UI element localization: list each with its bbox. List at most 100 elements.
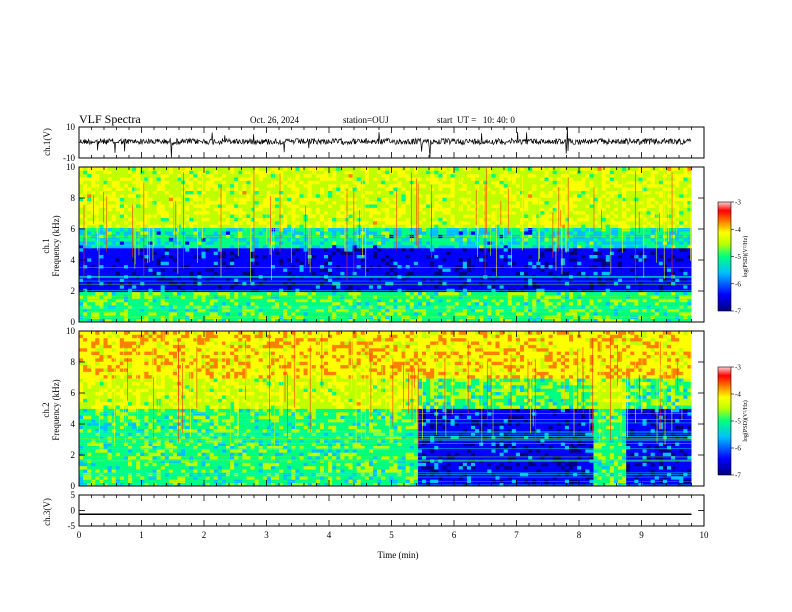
spectrogram-cell [103, 295, 108, 299]
spectrogram-cell [307, 318, 313, 323]
spectrogram-cell [368, 170, 374, 175]
spectrogram-cell [348, 180, 353, 185]
spectrogram-cell [140, 261, 145, 266]
spectrogram-cell [495, 204, 500, 208]
spectrogram-cell [111, 197, 117, 202]
spectrogram-cell [230, 210, 235, 215]
spectrogram-cell [381, 271, 386, 276]
spectrogram-cell [185, 291, 190, 296]
spectrogram-cell [107, 264, 113, 269]
spectrogram-cell [507, 268, 513, 272]
spectrogram-cell [209, 257, 215, 262]
spectrogram-cell [393, 288, 398, 293]
spectrogram-cell [438, 204, 443, 208]
spectrogram-cell [495, 251, 500, 256]
spectrogram-cell [128, 207, 133, 212]
spectrogram-cell [230, 244, 235, 249]
spectrogram-cell [185, 264, 190, 269]
spectrogram-cell [458, 247, 464, 252]
spectrogram-cell [356, 193, 362, 198]
spectrogram-cell [177, 187, 182, 191]
spectrogram-cell [373, 207, 378, 212]
spectrogram-cell [238, 295, 243, 299]
spectrogram-cell [495, 210, 500, 215]
spectrogram-cell [319, 251, 325, 256]
spectrogram-cell [434, 257, 439, 262]
spectrogram-cell [299, 224, 304, 229]
spectrogram-cell [266, 278, 272, 282]
spectrogram-cell [328, 308, 333, 313]
spectrogram-cell [107, 200, 113, 205]
spectrogram-cell [172, 204, 178, 208]
spectrogram-cell [111, 231, 117, 235]
spectrogram-cell [115, 311, 121, 316]
spectrogram-cell [168, 237, 174, 242]
spectrogram-cell [381, 264, 386, 269]
spectrogram-cell [246, 295, 251, 299]
spectrogram-cell [152, 207, 157, 212]
spectrogram-cell [266, 173, 272, 178]
spectrogram-cell [422, 241, 427, 245]
spectrogram-cell [128, 183, 133, 188]
spectrogram-cell [287, 197, 292, 202]
spectrogram-cell [413, 257, 419, 262]
spectrogram-cell [164, 187, 170, 191]
spectrogram-cell [311, 288, 317, 293]
spectrogram-cell [209, 187, 215, 191]
spectrogram-cell [262, 311, 268, 316]
spectrogram-cell [360, 308, 366, 313]
spectrogram-cell [377, 291, 382, 296]
spectrogram-cell [336, 220, 341, 225]
spectrogram-cell [356, 197, 362, 202]
spectrogram-cell [377, 311, 382, 316]
spectrogram-cell [250, 251, 255, 256]
spectrogram-cell [299, 254, 304, 259]
spectrogram-cell [193, 251, 198, 256]
spectrogram-cell [136, 200, 141, 205]
spectrogram-cell [360, 251, 366, 256]
spectrogram-cell [119, 244, 125, 249]
spectrogram-cell [95, 251, 100, 256]
spectrogram-cell [487, 193, 492, 198]
spectrogram-cell [95, 281, 100, 286]
spectrogram-cell [426, 170, 431, 175]
spectrogram-cell [466, 167, 472, 171]
spectrogram-cell [352, 183, 358, 188]
spectrogram-cell [368, 254, 374, 259]
spectrogram-cell [295, 298, 300, 303]
spectrogram-cell [279, 278, 284, 282]
spectrogram-cell [471, 257, 476, 262]
spectrogram-cell [373, 271, 378, 276]
spectrogram-cell [201, 197, 206, 202]
spectrogram-cell [287, 311, 292, 316]
spectrogram-cell [136, 170, 141, 175]
spectrogram-cell [352, 241, 358, 245]
spectrogram-cell [356, 261, 362, 266]
spectrogram-cell [185, 268, 190, 272]
spectrogram-cell [413, 271, 419, 276]
spectrogram-cell [385, 237, 390, 242]
spectrogram-cell [140, 251, 145, 256]
spectrogram-cell [332, 308, 337, 313]
spectrogram-cell [123, 170, 129, 175]
spectrogram-cell [466, 200, 472, 205]
spectrogram-cell [426, 284, 431, 289]
spectrogram-cell [332, 210, 337, 215]
spectrogram-cell [430, 278, 435, 282]
spectrogram-cell [123, 288, 129, 293]
spectrogram-cell [417, 183, 423, 188]
spectrogram-cell [466, 264, 472, 269]
spectrogram-cell [303, 200, 309, 205]
spectrogram-cell [221, 244, 227, 249]
spectrogram-cell [426, 254, 431, 259]
spectrogram-cell [499, 254, 505, 259]
spectrogram-cell [295, 261, 300, 266]
spectrogram-cell [307, 298, 313, 303]
spectrogram-cell [79, 251, 84, 256]
spectrogram-cell [426, 183, 431, 188]
spectrogram-cell [91, 291, 96, 296]
spectrogram-cell [177, 200, 182, 205]
spectrogram-cell [205, 204, 211, 208]
spectrogram-cell [148, 257, 153, 262]
spectrogram-cell [471, 197, 476, 202]
